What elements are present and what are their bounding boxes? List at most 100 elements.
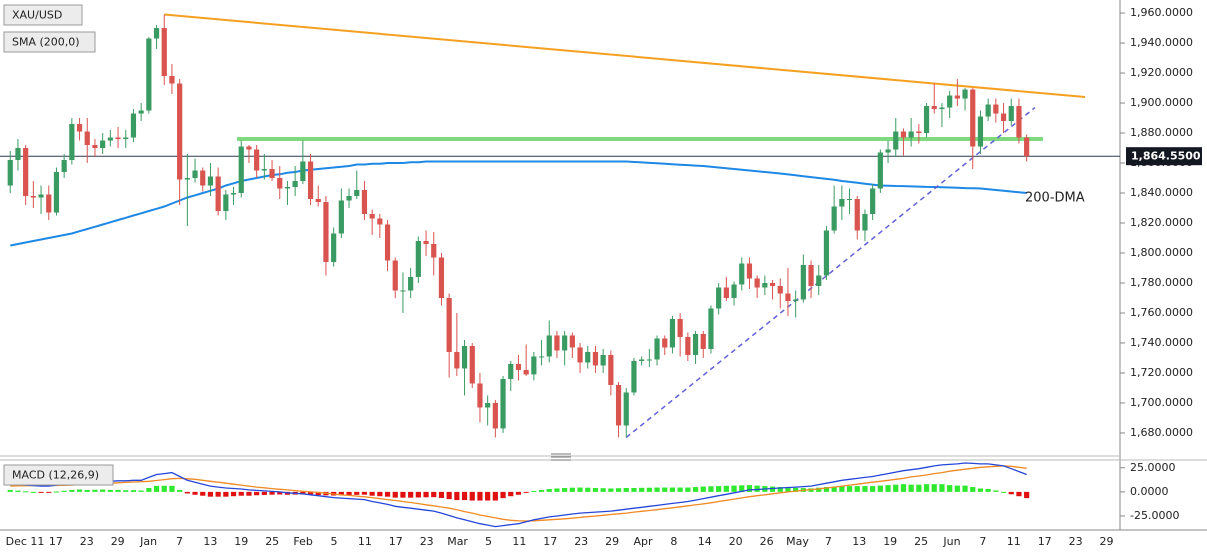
candle-body bbox=[716, 287, 722, 309]
candle-body bbox=[361, 190, 368, 215]
candle-body bbox=[492, 402, 498, 429]
candle-body bbox=[1016, 106, 1022, 138]
histogram-bar bbox=[261, 491, 267, 495]
candle-body bbox=[269, 169, 275, 179]
histogram-bar bbox=[7, 489, 13, 492]
histogram-bar bbox=[384, 491, 391, 497]
candle-body bbox=[877, 152, 883, 189]
x-tick-label: 25 bbox=[265, 535, 279, 548]
candle-body bbox=[431, 243, 437, 258]
histogram-bar bbox=[746, 485, 753, 492]
macd-line bbox=[10, 462, 1027, 528]
candle-body bbox=[1024, 137, 1030, 157]
y-tick-label: 1,680.0000 bbox=[1130, 426, 1193, 439]
x-tick-label: 11 bbox=[512, 535, 526, 548]
candle-body bbox=[669, 318, 676, 348]
histogram-bar bbox=[461, 491, 468, 501]
histogram-bar bbox=[947, 485, 953, 492]
histogram-bar bbox=[515, 491, 522, 495]
candle-body bbox=[446, 297, 452, 352]
candle-body bbox=[993, 104, 999, 114]
histogram-bar bbox=[92, 489, 98, 492]
candle-body bbox=[615, 384, 622, 426]
histogram-bar bbox=[354, 491, 360, 495]
y-tick-label: -25.0000 bbox=[1130, 509, 1179, 522]
candle-body bbox=[769, 282, 776, 286]
histogram-bar bbox=[230, 491, 237, 497]
candle-body bbox=[800, 264, 806, 300]
histogram-bar bbox=[546, 488, 552, 492]
candle-body bbox=[161, 28, 167, 77]
candle-body bbox=[423, 240, 429, 244]
candle-body bbox=[92, 145, 98, 149]
x-tick-label: Apr bbox=[633, 535, 653, 548]
indicator-box[interactable] bbox=[3, 31, 96, 53]
histogram-bar bbox=[38, 491, 44, 493]
histogram-bar bbox=[400, 491, 406, 498]
histogram-bar bbox=[639, 487, 645, 492]
candle-body bbox=[985, 104, 991, 117]
histogram-bar bbox=[346, 491, 352, 496]
histogram-bar bbox=[692, 487, 699, 492]
histogram-bar bbox=[970, 487, 976, 492]
candle-body bbox=[646, 359, 652, 361]
histogram-bar bbox=[577, 487, 583, 492]
candle-body bbox=[238, 146, 244, 194]
y-tick-label: 1,900.0000 bbox=[1130, 96, 1193, 109]
candle-body bbox=[885, 149, 891, 153]
histogram-bar bbox=[585, 487, 591, 492]
candle-body bbox=[515, 363, 522, 370]
histogram-bar bbox=[885, 485, 891, 492]
candle-body bbox=[307, 161, 314, 200]
x-tick-label: May bbox=[786, 535, 809, 548]
histogram-bar bbox=[15, 490, 21, 492]
histogram-bar bbox=[207, 491, 214, 497]
candle-body bbox=[261, 169, 267, 171]
histogram-bar bbox=[408, 491, 414, 498]
histogram-bar bbox=[254, 491, 260, 496]
candle-body bbox=[569, 335, 575, 348]
candle-body bbox=[53, 172, 60, 213]
candle-body bbox=[639, 359, 645, 361]
candle-body bbox=[292, 181, 298, 188]
candle-body bbox=[69, 124, 75, 161]
histogram-bar bbox=[423, 491, 429, 498]
histogram-bar bbox=[793, 487, 799, 492]
histogram-bar bbox=[107, 489, 113, 492]
x-tick-label: 20 bbox=[729, 535, 743, 548]
histogram-bar bbox=[130, 490, 137, 492]
candle-body bbox=[538, 356, 545, 358]
histogram-bar bbox=[592, 488, 599, 492]
histogram-bar bbox=[153, 485, 160, 492]
x-tick-label: Feb bbox=[293, 535, 312, 548]
last-price-box bbox=[1126, 147, 1202, 166]
candle-body bbox=[808, 264, 814, 286]
x-tick-label: 17 bbox=[1038, 535, 1052, 548]
x-tick-label: 11 bbox=[358, 535, 372, 548]
panel-handle[interactable] bbox=[551, 453, 571, 461]
candle-body bbox=[592, 351, 599, 366]
candle-body bbox=[508, 363, 514, 379]
y-tick-label: 1,940.0000 bbox=[1130, 36, 1193, 49]
candle-body bbox=[608, 354, 614, 385]
candle-body bbox=[600, 354, 606, 366]
x-tick-label: 8 bbox=[670, 535, 677, 548]
x-tick-label: 25 bbox=[914, 535, 928, 548]
candle-body bbox=[692, 333, 699, 355]
candle-body bbox=[461, 345, 468, 369]
candle-body bbox=[931, 106, 937, 110]
candle-body bbox=[315, 199, 321, 203]
y-tick-label: 1,820.0000 bbox=[1130, 216, 1193, 229]
symbol-box[interactable] bbox=[3, 4, 83, 26]
macd-box[interactable] bbox=[3, 464, 114, 486]
histogram-bar bbox=[1008, 491, 1014, 495]
trend-line bbox=[164, 13, 1086, 99]
y-tick-label: 1,800.0000 bbox=[1130, 246, 1193, 259]
x-tick-label: 7 bbox=[176, 535, 183, 548]
candle-body bbox=[15, 148, 21, 161]
candle-body bbox=[30, 196, 36, 198]
y-tick-label: 1,760.0000 bbox=[1130, 306, 1193, 319]
candle-body bbox=[685, 336, 691, 355]
histogram-bar bbox=[831, 486, 837, 492]
x-tick-label: 29 bbox=[111, 535, 125, 548]
